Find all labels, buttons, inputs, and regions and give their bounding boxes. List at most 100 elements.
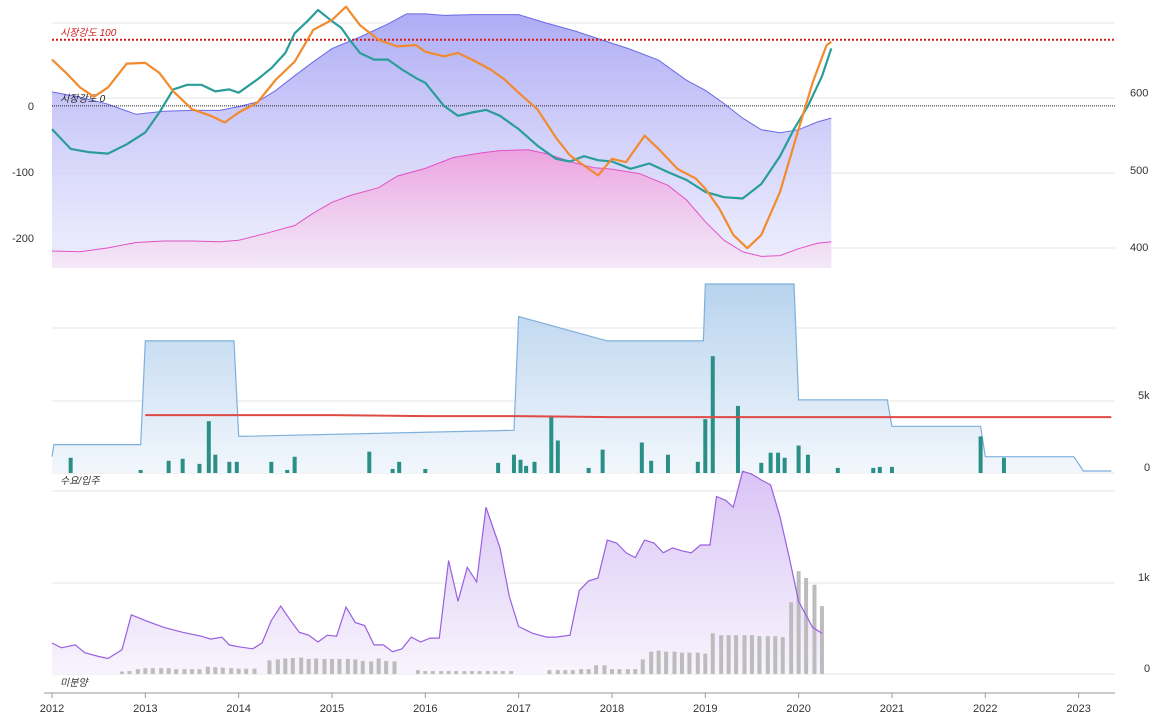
move-in-bar [68,457,73,473]
move-in-bar [227,461,232,473]
unsold-bar [430,671,435,674]
unsold-bar [166,668,171,674]
unsold-bar [485,671,490,674]
move-in-bar [586,467,591,473]
move-in-bar [759,462,764,473]
unsold-bar [656,650,661,674]
axes-layer: 0 -100 -200 600 500 400 5k 0 1k 0 2012 2013 2014 2015… [12,88,1150,715]
x-tick-label: 2022 [973,703,997,715]
unsold-bar [229,668,234,674]
move-in-bar [511,454,516,473]
x-tick-label: 2023 [1066,703,1090,715]
move-in-bar [796,445,801,473]
move-in-bar [835,467,840,473]
unsold-bar [213,667,218,674]
unsold-bar [649,651,654,674]
unsold-bar [290,657,295,674]
unsold-bar [189,669,194,674]
strength-line-teal [51,8,833,200]
unsold-bar [369,661,374,674]
unsold-bar [174,669,179,674]
unsold-bar [477,671,482,674]
move-in-bar [871,467,876,473]
unsold-bar [625,669,630,674]
unsold-bar [119,671,124,674]
unsold-bar [570,670,575,674]
unsold-bar [742,635,747,674]
supply-demand-label: 수요/입주 [60,475,100,487]
unsold-bar [454,671,459,674]
reference-label: 시장강도 100 [60,27,117,39]
unsold-bar [695,652,700,674]
move-in-bar [1001,457,1006,473]
unsold-bar [617,669,622,674]
move-in-bar [197,463,202,473]
unsold-bar [353,659,358,674]
unsold-bar [275,659,280,674]
right-tick-label: 500 [1130,165,1148,177]
demand-line [145,414,1112,419]
unsold-bar [726,635,731,674]
unsold-bar [500,671,505,674]
unsold-bar [392,661,397,674]
unsold-bar [594,665,599,674]
unsold-bar [446,671,451,674]
move-in-bar [710,356,715,473]
unsold-bar [609,669,614,674]
unsold-bar [267,660,272,674]
unsold-bar [314,658,319,674]
move-in-bar [423,468,428,473]
right-tick-label: 0 [1144,462,1150,474]
move-in-bar [776,452,781,473]
unsold-bar [493,671,498,674]
unsold-bar [462,671,467,674]
move-in-bar [496,462,501,473]
unsold-bar [757,636,762,674]
unsold-bar [469,671,474,674]
unsold-bar [509,671,514,674]
unsold-bar [337,658,342,674]
unsold-bar [182,669,187,674]
unsold-bar [345,658,350,674]
unsold-bar [579,669,584,674]
unsold-bar [586,669,591,674]
move-in-bar [518,459,523,473]
move-in-bar [206,421,211,473]
unsold-bar [547,670,552,674]
left-tick-label: 0 [28,101,34,113]
area-line-upper [51,13,832,134]
unsold-bar [322,658,327,674]
unsold-bar [143,668,148,674]
supply-step-line [51,283,1112,472]
unsold-bar [439,671,444,674]
unsold-bar [703,653,708,674]
x-tick-label: 2021 [880,703,904,715]
unsold-bar [719,635,724,674]
left-tick-label: -200 [12,233,34,245]
unsold-bar [299,657,304,674]
unsold-bar [329,658,334,674]
move-in-bar [138,469,143,473]
move-in-bar [367,451,372,473]
unsold-bar [734,635,739,674]
move-in-bar [397,461,402,473]
left-tick-label: -100 [12,167,34,179]
move-in-bar [532,461,537,473]
unsold-bar [197,669,202,674]
unsold-bar [819,606,824,674]
move-in-bar [805,454,810,473]
unsold-bar [687,652,692,674]
unsold-bar [135,669,140,674]
move-in-bar [889,466,894,473]
move-in-bar [695,461,700,473]
move-in-bar [166,460,171,473]
unsold-bar [672,651,677,674]
right-tick-label: 5k [1138,390,1150,402]
strength-line-orange [51,5,832,250]
x-tick-label: 2018 [600,703,624,715]
move-in-bar [782,457,787,473]
unsold-bar [415,670,420,674]
right-tick-label: 400 [1130,242,1148,254]
